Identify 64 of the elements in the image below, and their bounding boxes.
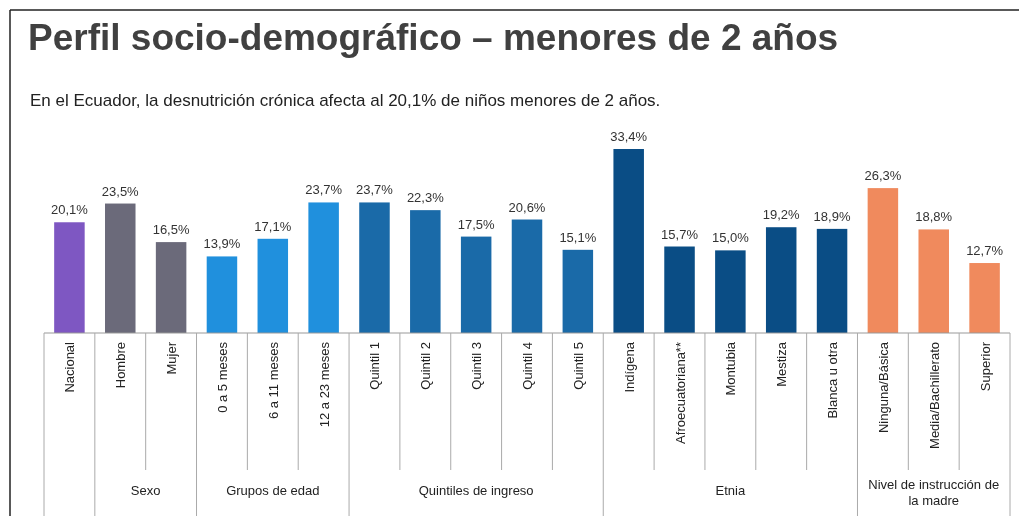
data-label: 15,0% (711, 230, 750, 246)
x-tick-label: Quintil 3 (469, 342, 485, 390)
text: Nivel de instrucción de la madre (868, 477, 1000, 508)
x-tick-label: Quintil 4 (520, 342, 535, 390)
text: Grupos de edad (226, 483, 320, 498)
data-label: 22,3% (406, 190, 445, 206)
x-tick-label: Ninguna/Básica (875, 341, 891, 434)
data-label: 20,1% (50, 202, 89, 218)
bar (765, 227, 797, 333)
x-tick-label: Quintil 1 (367, 342, 383, 390)
bar (969, 263, 1000, 333)
text: Sexo (130, 483, 161, 498)
bar (511, 219, 543, 333)
data-label: 12,7% (966, 243, 1004, 259)
text: Quintiles de ingreso (418, 483, 534, 498)
data-label: 18,8% (915, 209, 953, 225)
text: Etnia (715, 483, 746, 498)
data-label: 18,9% (813, 208, 851, 224)
x-tick-label: Quintil 5 (570, 342, 586, 390)
bar (664, 246, 695, 333)
data-label: 17,1% (254, 218, 292, 234)
data-label: 19,2% (762, 207, 801, 223)
x-tick-label: Montubia (723, 341, 739, 396)
data-label: 23,7% (305, 182, 343, 198)
chart-subtitle: En el Ecuador, la desnutrición crónica afecta al 20,1% de niños menores de 2 años. (30, 91, 661, 110)
bar (715, 250, 746, 333)
data-label: 17,5% (457, 216, 496, 232)
bar (562, 249, 594, 333)
x-tick-label: Superior (977, 341, 993, 392)
bar (613, 149, 644, 333)
data-label: 20,6% (508, 199, 546, 215)
data-label: 16,5% (152, 222, 190, 238)
bar (206, 256, 238, 333)
data-label: 23,5% (101, 183, 140, 199)
x-tick-label: 6 a 11 meses (265, 341, 281, 420)
data-label: 15,7% (661, 226, 699, 242)
bar (460, 236, 492, 333)
bar (359, 202, 390, 333)
bar (54, 222, 85, 333)
x-tick-label: Nacional (62, 341, 78, 393)
x-tick-label: Hombre (113, 342, 129, 389)
x-tick-label: Mestiza (774, 341, 790, 387)
x-tick-label: 12 a 23 meses (316, 341, 332, 428)
x-tick-label: Afroecuatoriana** (672, 342, 688, 444)
x-tick-label: Mujer (164, 341, 180, 375)
bar (816, 228, 848, 333)
x-tick-label: 0 a 5 meses (214, 341, 230, 413)
data-label: 26,3% (864, 168, 902, 184)
bar (918, 229, 949, 333)
x-tick-label: Media/Bachillerato (926, 342, 942, 449)
bar (867, 188, 899, 333)
bar (308, 202, 339, 333)
bar (257, 238, 289, 333)
data-label: 13,9% (203, 236, 241, 252)
data-label: 15,1% (559, 229, 597, 245)
bar (155, 242, 187, 333)
data-label: 33,4% (610, 129, 648, 144)
x-tick-label: Blanca u otra (825, 341, 841, 419)
x-tick-label: Indígena (621, 341, 637, 393)
data-label: 23,7% (356, 182, 394, 198)
chart-title: Perfil socio-demográfico – menores de 2 años (28, 17, 839, 58)
x-tick-label: Quintil 2 (418, 342, 434, 390)
bar (410, 210, 441, 333)
bar (105, 203, 136, 333)
